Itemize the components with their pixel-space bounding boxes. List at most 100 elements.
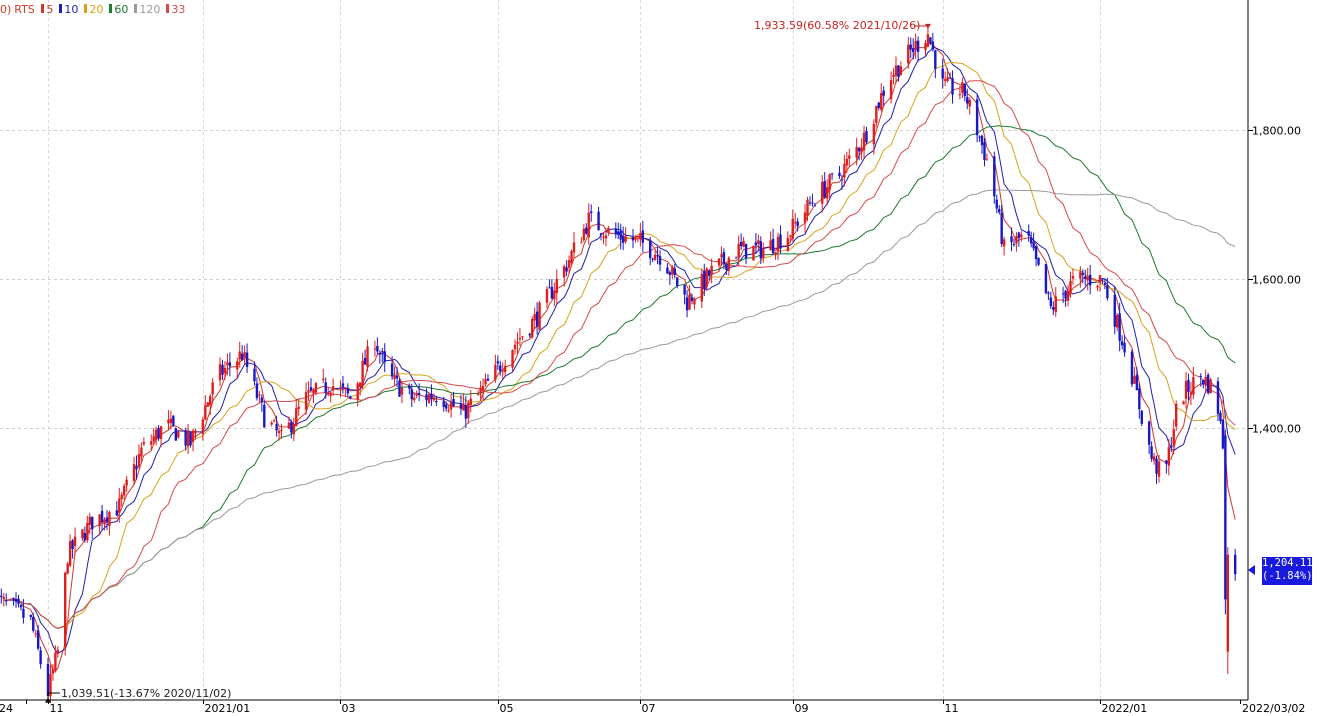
- candle-body: [562, 266, 566, 278]
- candle-body: [86, 522, 89, 541]
- candle-body: [855, 147, 858, 158]
- candle-body: [983, 142, 986, 161]
- candle-body: [791, 218, 794, 240]
- legend-prefix: 0): [0, 3, 12, 16]
- candle-body: [897, 65, 900, 77]
- candle-body: [218, 364, 222, 381]
- candle-body: [39, 650, 42, 665]
- candle-body: [118, 498, 121, 513]
- candle-body: [174, 428, 178, 441]
- candle-body: [641, 230, 645, 243]
- candle-body: [1174, 403, 1178, 427]
- candle-body: [363, 357, 367, 365]
- candle-body: [1064, 290, 1067, 299]
- legend-swatch: [41, 4, 45, 13]
- candle-body: [1147, 421, 1151, 445]
- candle-body: [688, 294, 691, 310]
- candle-body: [624, 236, 627, 242]
- y-tick-label: 1,800.00: [1252, 125, 1301, 138]
- candle-body: [152, 436, 155, 442]
- candle-body: [204, 405, 207, 420]
- candle-body: [722, 252, 726, 264]
- candle-body: [1012, 243, 1016, 245]
- candle-body: [373, 348, 377, 350]
- candle-body: [1113, 294, 1116, 327]
- candle-body: [159, 426, 163, 440]
- candle-body: [137, 453, 141, 467]
- candle-body: [707, 270, 711, 276]
- candle-body: [1061, 293, 1065, 295]
- candle-body: [494, 364, 497, 380]
- candle-body: [998, 209, 1001, 213]
- candle-body: [621, 236, 625, 243]
- candle-body: [275, 424, 278, 431]
- candle-body: [263, 404, 266, 428]
- candle-body: [862, 132, 866, 151]
- candle-body: [796, 221, 799, 227]
- candle-body: [430, 393, 433, 400]
- candle-body: [703, 270, 706, 289]
- candle-body: [786, 237, 790, 251]
- candle-body: [1130, 351, 1134, 385]
- candle-body: [582, 228, 586, 240]
- candle-body: [683, 284, 686, 295]
- candle-body: [607, 227, 610, 233]
- ma-line-33: [3, 80, 1236, 629]
- legend-label: 20: [89, 3, 104, 16]
- moving-averages: [3, 42, 1236, 672]
- candle-body: [378, 353, 382, 355]
- legend-item-5: 5: [41, 3, 56, 16]
- candle-body: [287, 422, 291, 429]
- candle-body: [186, 430, 190, 447]
- candle-body: [408, 385, 411, 389]
- candle-body: [518, 338, 522, 340]
- candle-body: [341, 383, 345, 388]
- candle-body: [619, 231, 622, 240]
- low-leader-line: [47, 692, 60, 700]
- candle-body: [1135, 374, 1139, 391]
- candle-body: [946, 77, 949, 81]
- candle-body: [676, 277, 679, 287]
- candle-body: [479, 387, 482, 394]
- candle-body: [511, 350, 514, 368]
- candle-body: [410, 389, 413, 400]
- candle-body: [1187, 379, 1190, 392]
- candle-body: [789, 235, 792, 237]
- candle-body: [531, 318, 534, 338]
- candle-body: [98, 514, 101, 527]
- candle-body: [929, 37, 932, 44]
- candle-body: [73, 536, 77, 547]
- candle-body: [705, 268, 708, 288]
- candle-body: [103, 519, 106, 525]
- candle-body: [759, 241, 763, 259]
- high-annotation: 1,933.59(60.58% 2021/10/26): [754, 19, 921, 32]
- legend-label: 33: [171, 3, 186, 16]
- candle-body: [503, 366, 507, 373]
- candle-body: [417, 393, 421, 396]
- candle-body: [154, 429, 158, 440]
- candle-body: [449, 401, 453, 410]
- candle-body: [617, 231, 620, 235]
- candle-body: [860, 147, 863, 153]
- y-tick-label: 1,600.00: [1252, 274, 1301, 287]
- candle-body: [585, 227, 588, 234]
- candle-body: [639, 233, 642, 240]
- candle-body: [1138, 388, 1141, 410]
- candle-body: [452, 399, 455, 407]
- candle-body: [327, 392, 330, 395]
- candle-body: [865, 131, 868, 143]
- ma-line-10: [3, 47, 1236, 655]
- ma-line-120: [3, 189, 1236, 629]
- candle-body: [958, 94, 962, 96]
- candle-body: [19, 605, 23, 608]
- candle-body: [769, 240, 772, 251]
- candle-body: [710, 265, 713, 275]
- candle-body: [737, 243, 740, 258]
- candle-body: [658, 256, 662, 265]
- candle-body: [501, 370, 504, 372]
- candle-body: [1204, 376, 1207, 386]
- candle-body: [51, 669, 55, 674]
- candle-body: [486, 378, 490, 381]
- legend-swatch: [166, 4, 170, 13]
- candle-body: [648, 240, 652, 258]
